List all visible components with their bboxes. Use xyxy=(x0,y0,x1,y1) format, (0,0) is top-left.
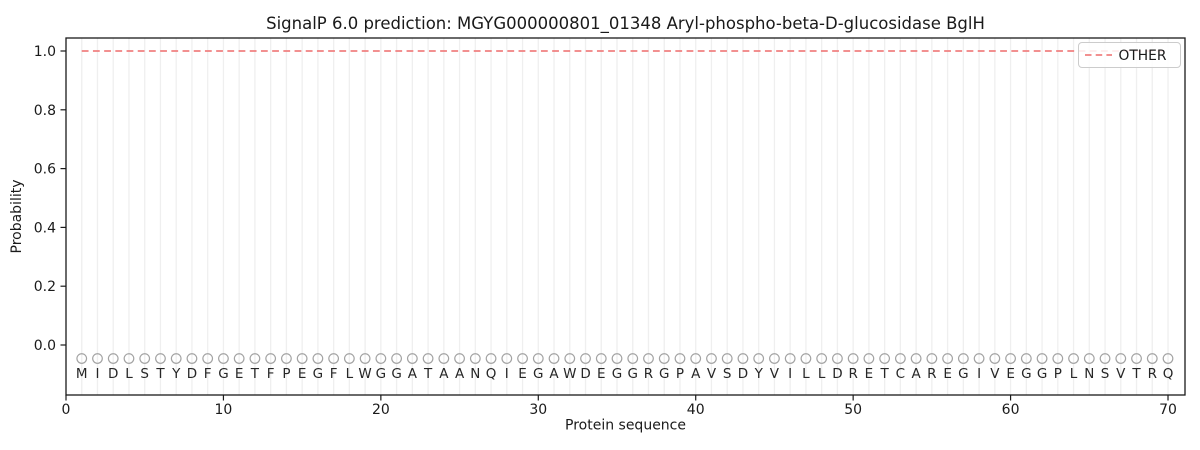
svg-text:V: V xyxy=(1116,366,1126,382)
svg-text:T: T xyxy=(880,366,890,382)
svg-text:L: L xyxy=(1070,366,1078,382)
svg-text:50: 50 xyxy=(844,402,862,418)
svg-text:F: F xyxy=(330,366,338,382)
svg-text:G: G xyxy=(628,366,638,382)
legend-label-other: OTHER xyxy=(1119,48,1167,64)
svg-text:A: A xyxy=(439,366,449,382)
svg-text:V: V xyxy=(770,366,780,382)
svg-text:V: V xyxy=(990,366,1000,382)
residue-circle-markers xyxy=(76,353,1174,364)
svg-text:30: 30 xyxy=(529,402,547,418)
svg-text:G: G xyxy=(313,366,323,382)
svg-text:R: R xyxy=(927,366,936,382)
svg-text:T: T xyxy=(1131,366,1141,382)
svg-text:W: W xyxy=(358,366,371,382)
svg-text:G: G xyxy=(612,366,622,382)
x-axis-label: Protein sequence xyxy=(565,418,686,434)
svg-text:D: D xyxy=(738,366,748,382)
svg-text:E: E xyxy=(943,366,952,382)
svg-text:20: 20 xyxy=(372,402,390,418)
legend: OTHER xyxy=(1078,42,1181,68)
residue-gridlines xyxy=(81,38,1169,395)
svg-text:I: I xyxy=(95,366,99,382)
svg-text:P: P xyxy=(676,366,684,382)
svg-text:S: S xyxy=(1101,366,1110,382)
svg-text:E: E xyxy=(518,366,527,382)
svg-text:G: G xyxy=(391,366,401,382)
svg-text:0.4: 0.4 xyxy=(34,220,56,236)
svg-text:E: E xyxy=(298,366,307,382)
x-axis-ticks: 0 10 20 30 40 50 60 70 xyxy=(62,395,1177,418)
svg-text:0.2: 0.2 xyxy=(34,279,56,295)
svg-text:1.0: 1.0 xyxy=(34,44,56,60)
svg-text:L: L xyxy=(818,366,826,382)
svg-text:P: P xyxy=(282,366,290,382)
svg-text:M: M xyxy=(76,366,88,382)
y-axis-ticks: 0.0 0.2 0.4 0.6 0.8 1.0 xyxy=(34,44,66,354)
svg-text:70: 70 xyxy=(1159,402,1177,418)
svg-text:A: A xyxy=(549,366,559,382)
chart-title: SignalP 6.0 prediction: MGYG000000801_01… xyxy=(266,14,985,34)
svg-text:W: W xyxy=(563,366,576,382)
svg-text:N: N xyxy=(470,366,480,382)
svg-text:G: G xyxy=(1021,366,1031,382)
svg-text:G: G xyxy=(659,366,669,382)
svg-text:F: F xyxy=(267,366,275,382)
svg-text:L: L xyxy=(346,366,354,382)
svg-text:10: 10 xyxy=(215,402,233,418)
svg-text:D: D xyxy=(108,366,118,382)
svg-text:A: A xyxy=(691,366,701,382)
svg-text:R: R xyxy=(848,366,857,382)
svg-text:G: G xyxy=(958,366,968,382)
svg-text:E: E xyxy=(1006,366,1015,382)
svg-text:D: D xyxy=(832,366,842,382)
svg-text:0.8: 0.8 xyxy=(34,103,56,119)
svg-text:60: 60 xyxy=(1002,402,1020,418)
svg-text:E: E xyxy=(235,366,244,382)
svg-text:0: 0 xyxy=(62,402,71,418)
legend-box xyxy=(1078,42,1181,68)
svg-text:Y: Y xyxy=(171,366,181,382)
svg-text:D: D xyxy=(580,366,590,382)
svg-text:I: I xyxy=(505,366,509,382)
svg-text:Q: Q xyxy=(486,366,497,382)
svg-text:T: T xyxy=(423,366,433,382)
plot-border xyxy=(65,37,1186,396)
svg-text:G: G xyxy=(533,366,543,382)
svg-text:D: D xyxy=(187,366,197,382)
svg-text:R: R xyxy=(644,366,653,382)
svg-text:L: L xyxy=(125,366,133,382)
svg-text:R: R xyxy=(1148,366,1157,382)
svg-text:V: V xyxy=(707,366,717,382)
svg-text:G: G xyxy=(218,366,228,382)
svg-text:F: F xyxy=(204,366,212,382)
svg-text:Q: Q xyxy=(1163,366,1174,382)
svg-text:A: A xyxy=(408,366,418,382)
y-axis-label: Probability xyxy=(9,179,25,253)
svg-text:I: I xyxy=(788,366,792,382)
svg-text:0.6: 0.6 xyxy=(34,162,56,178)
svg-text:A: A xyxy=(455,366,465,382)
svg-text:N: N xyxy=(1084,366,1094,382)
svg-text:0.0: 0.0 xyxy=(34,338,56,354)
svg-text:Y: Y xyxy=(754,366,764,382)
svg-text:G: G xyxy=(1037,366,1047,382)
svg-text:G: G xyxy=(376,366,386,382)
svg-text:T: T xyxy=(155,366,165,382)
svg-text:S: S xyxy=(723,366,732,382)
svg-text:E: E xyxy=(597,366,606,382)
svg-text:T: T xyxy=(250,366,260,382)
svg-text:P: P xyxy=(1054,366,1062,382)
svg-text:A: A xyxy=(911,366,921,382)
svg-text:I: I xyxy=(977,366,981,382)
svg-text:40: 40 xyxy=(687,402,705,418)
svg-text:S: S xyxy=(140,366,149,382)
svg-text:L: L xyxy=(802,366,810,382)
svg-text:C: C xyxy=(896,366,905,382)
svg-text:E: E xyxy=(865,366,874,382)
